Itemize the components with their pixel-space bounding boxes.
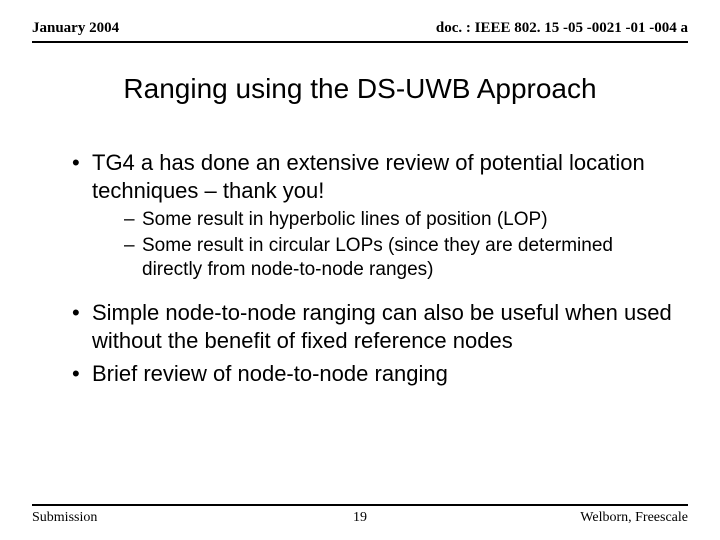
slide-header: January 2004 doc. : IEEE 802. 15 -05 -00… — [32, 0, 688, 43]
sub-bullet-item: Some result in circular LOPs (since they… — [124, 234, 672, 282]
bullet-item: Brief review of node-to-node ranging — [72, 360, 672, 388]
slide-title: Ranging using the DS-UWB Approach — [0, 73, 720, 105]
slide-footer: Submission 19 Welborn, Freescale — [32, 504, 688, 526]
bullet-text: TG4 a has done an extensive review of po… — [92, 150, 645, 203]
sub-bullet-item: Some result in hyperbolic lines of posit… — [124, 208, 672, 232]
footer-author: Welborn, Freescale — [580, 510, 688, 526]
footer-page-number: 19 — [353, 510, 367, 526]
footer-left: Submission — [32, 510, 97, 526]
bullet-list: TG4 a has done an extensive review of po… — [48, 149, 672, 388]
slide-content: TG4 a has done an extensive review of po… — [0, 149, 720, 388]
bullet-item: Simple node-to-node ranging can also be … — [72, 299, 672, 354]
sub-bullet-list: Some result in hyperbolic lines of posit… — [92, 208, 672, 281]
header-docref: doc. : IEEE 802. 15 -05 -0021 -01 -004 a — [436, 20, 688, 37]
header-date: January 2004 — [32, 20, 119, 37]
bullet-item: TG4 a has done an extensive review of po… — [72, 149, 672, 281]
